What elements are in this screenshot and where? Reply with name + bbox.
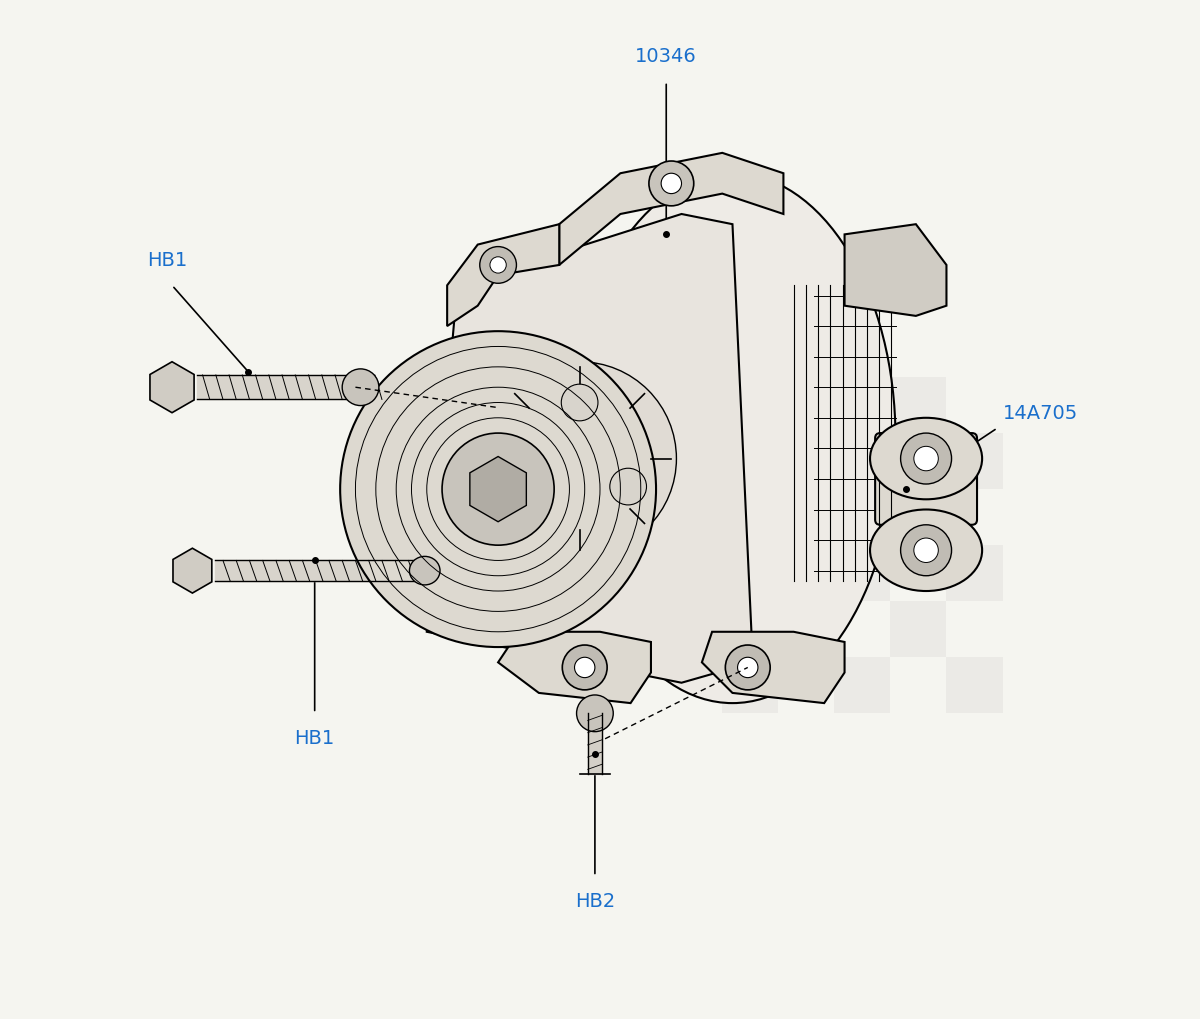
Circle shape xyxy=(610,469,647,505)
Polygon shape xyxy=(845,224,947,316)
Ellipse shape xyxy=(570,173,895,703)
Circle shape xyxy=(901,525,952,576)
Text: 14A705: 14A705 xyxy=(1002,404,1078,423)
Bar xyxy=(890,489,947,545)
Bar xyxy=(890,377,947,433)
Circle shape xyxy=(442,433,554,545)
Circle shape xyxy=(576,695,613,732)
Circle shape xyxy=(914,538,938,562)
Bar xyxy=(722,545,779,601)
Circle shape xyxy=(725,645,770,690)
Polygon shape xyxy=(173,548,212,593)
Bar xyxy=(834,545,890,601)
Bar xyxy=(722,433,779,489)
Ellipse shape xyxy=(409,556,440,585)
Circle shape xyxy=(340,331,656,647)
Bar xyxy=(834,657,890,713)
Polygon shape xyxy=(559,153,784,265)
Bar xyxy=(947,545,1002,601)
Bar xyxy=(947,433,1002,489)
Circle shape xyxy=(575,657,595,678)
Circle shape xyxy=(563,645,607,690)
Circle shape xyxy=(649,161,694,206)
Bar xyxy=(779,601,834,657)
Polygon shape xyxy=(448,224,559,326)
Polygon shape xyxy=(498,632,650,703)
Polygon shape xyxy=(427,214,752,683)
FancyBboxPatch shape xyxy=(875,433,977,525)
Text: scuderia: scuderia xyxy=(358,465,598,514)
Circle shape xyxy=(490,257,506,273)
Polygon shape xyxy=(702,632,845,703)
Circle shape xyxy=(901,433,952,484)
Circle shape xyxy=(914,446,938,471)
Circle shape xyxy=(480,247,516,283)
Text: HB2: HB2 xyxy=(575,892,616,911)
Bar xyxy=(890,601,947,657)
Bar xyxy=(779,377,834,433)
Polygon shape xyxy=(150,362,194,413)
Text: HB1: HB1 xyxy=(146,251,187,270)
Bar xyxy=(947,657,1002,713)
Ellipse shape xyxy=(870,510,982,591)
Text: HB1: HB1 xyxy=(294,729,335,748)
Circle shape xyxy=(661,173,682,194)
Bar xyxy=(779,489,834,545)
Circle shape xyxy=(512,468,550,504)
Polygon shape xyxy=(470,457,527,522)
Circle shape xyxy=(738,657,758,678)
Text: 10346: 10346 xyxy=(635,47,697,66)
Circle shape xyxy=(342,369,379,406)
Bar xyxy=(722,657,779,713)
Bar xyxy=(834,433,890,489)
Ellipse shape xyxy=(870,418,982,499)
Text: car  parts: car parts xyxy=(404,556,551,585)
Circle shape xyxy=(562,384,598,421)
Circle shape xyxy=(482,362,677,555)
